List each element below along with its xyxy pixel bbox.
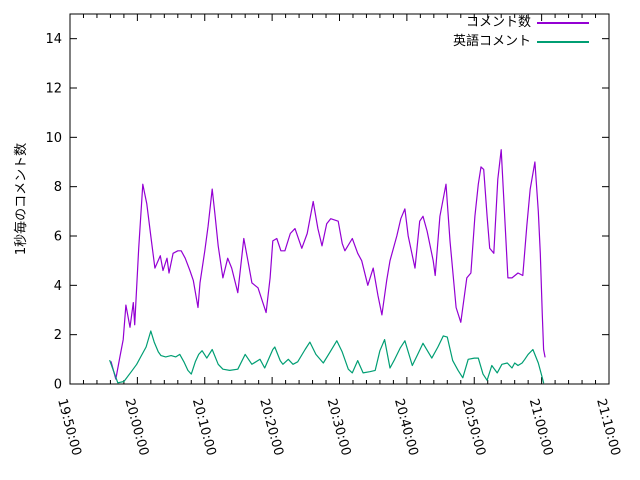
x-tick-label: 20:10:00: [189, 397, 219, 457]
x-tick-label: 19:50:00: [54, 397, 84, 457]
series-line-english-comments: [109, 330, 545, 384]
y-tick-label: 6: [54, 230, 62, 245]
legend-label-comments: コメント数: [465, 15, 531, 30]
y-tick-label: 2: [54, 328, 62, 343]
y-tick-label: 8: [54, 180, 62, 195]
legend-line-sample-comments: [537, 21, 589, 24]
x-tick-label: 21:10:00: [593, 397, 623, 457]
y-tick-label: 12: [45, 82, 62, 97]
x-tick-label: 20:40:00: [391, 397, 421, 457]
legend-line-sample-english-comments: [537, 40, 589, 43]
x-tick-label: 20:30:00: [324, 397, 354, 457]
x-tick-label: 20:50:00: [458, 397, 488, 457]
y-tick-label: 0: [54, 378, 62, 393]
legend: コメント数 英語コメント: [453, 16, 589, 48]
legend-label-english-comments: 英語コメント: [452, 34, 531, 49]
plot-border: [69, 13, 610, 385]
y-axis-title: 1秒毎のコメント数: [14, 142, 29, 256]
series-line-comments: [110, 149, 546, 380]
y-tick-label: 4: [54, 279, 62, 294]
legend-row-english-comments: 英語コメント: [453, 35, 589, 48]
x-tick-label: 20:20:00: [256, 397, 286, 457]
x-tick-label: 20:00:00: [122, 397, 152, 457]
y-tick-label: 10: [45, 131, 62, 146]
legend-row-comments: コメント数: [466, 16, 589, 29]
x-tick-label: 21:00:00: [526, 397, 556, 457]
y-tick-label: 14: [45, 32, 62, 47]
